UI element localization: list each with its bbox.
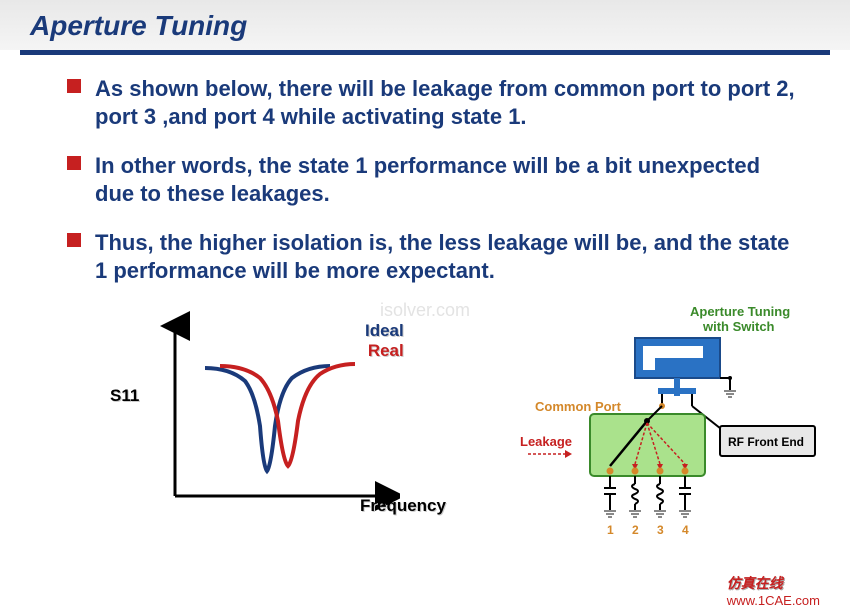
common-port-label: Common Port <box>535 399 622 414</box>
legend-real: Real <box>365 341 404 361</box>
svg-text:3: 3 <box>657 523 664 537</box>
port-2: 2 <box>629 468 641 538</box>
bullet-item: In other words, the state 1 performance … <box>95 152 800 207</box>
leakage-indicator-arrow <box>565 450 572 458</box>
chart-legend: Ideal Real <box>365 321 404 361</box>
s11-chart: S11 Frequency Ideal Real <box>30 306 400 561</box>
svg-text:1: 1 <box>607 523 614 537</box>
legend-ideal: Ideal <box>365 321 404 341</box>
schematic-svg: Aperture Tuning with Switch <box>400 306 820 556</box>
bullet-item: Thus, the higher isolation is, the less … <box>95 229 800 284</box>
leakage-label: Leakage <box>520 434 572 449</box>
port-1: 1 <box>604 468 616 538</box>
antenna-icon <box>635 338 736 406</box>
aperture-label-1: Aperture Tuning <box>690 306 790 319</box>
svg-text:2: 2 <box>632 523 639 537</box>
aperture-label-2: with Switch <box>702 319 775 334</box>
footer-url: www.1CAE.com <box>727 593 820 608</box>
footer-cn: 仿真在线 <box>727 575 783 591</box>
y-axis-label: S11 <box>110 386 139 406</box>
page-title: Aperture Tuning <box>30 10 820 42</box>
bullet-text: Thus, the higher isolation is, the less … <box>95 229 800 284</box>
chart-svg <box>30 306 400 526</box>
schematic: Aperture Tuning with Switch <box>400 306 820 561</box>
bullet-text: As shown below, there will be leakage fr… <box>95 75 800 130</box>
rf-label: RF Front End <box>728 435 804 449</box>
bullet-icon <box>67 233 81 247</box>
content-area: As shown below, there will be leakage fr… <box>0 75 850 284</box>
diagrams-area: S11 Frequency Ideal Real <box>0 306 850 561</box>
header-divider <box>20 50 830 55</box>
bullet-icon <box>67 156 81 170</box>
svg-text:4: 4 <box>682 523 689 537</box>
port-3: 3 <box>654 468 666 538</box>
bullet-text: In other words, the state 1 performance … <box>95 152 800 207</box>
bullet-icon <box>67 79 81 93</box>
footer: 仿真在线 www.1CAE.com <box>727 573 820 608</box>
port-4: 4 <box>679 468 691 538</box>
bullet-item: As shown below, there will be leakage fr… <box>95 75 800 130</box>
